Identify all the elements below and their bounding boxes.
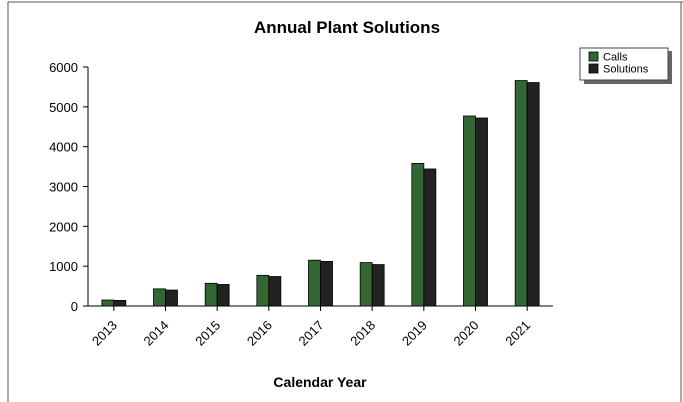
bar-calls-2018 [359,262,373,307]
bar-solutions-2016 [268,276,282,307]
y-tick-label: 1000 [49,259,78,274]
bar-calls-2014 [153,288,166,307]
bar-calls-2016 [256,274,270,307]
y-tick-label: 4000 [49,140,78,155]
x-tick-label: 2014 [141,318,172,349]
legend-label-solutions: Solutions [603,64,649,76]
bar-solutions-2013 [113,300,127,307]
plot-area: 0 1000 2000 3000 4000 5000 6000 2013 2014 2015 201… [49,60,553,349]
bar-solutions-2020 [475,117,488,307]
bar-calls-2019 [411,162,425,307]
chart-title: Annual Plant Solutions [254,18,440,37]
bar-solutions-2015 [216,284,230,307]
bar-solutions-2019 [423,168,437,307]
x-tick-label: 2015 [192,318,223,349]
x-tick-label: 2017 [296,318,327,349]
bar-solutions-2021 [526,82,540,307]
x-axis-title: Calendar Year [273,374,367,390]
bar-calls-2013 [101,299,115,307]
x-tick-label: 2013 [89,318,120,349]
y-tick-label: 5000 [49,100,78,115]
bar-solutions-2014 [165,289,178,307]
x-tick-label: 2019 [399,318,430,349]
x-tick-label: 2016 [244,318,275,349]
legend-swatch-solutions [588,63,599,74]
y-tick-label: 6000 [49,60,78,75]
y-tick-label: 0 [71,299,78,314]
legend-swatch-calls [588,51,599,62]
bar-solutions-2018 [371,264,385,307]
bar-solutions-2017 [320,260,333,307]
x-tick-label: 2020 [451,318,482,349]
y-tick-label: 3000 [49,180,78,195]
y-tick-label: 2000 [49,219,78,234]
legend-label-calls: Calls [603,52,628,64]
bar-calls-2015 [204,282,218,307]
bar-calls-2020 [463,115,476,307]
x-tick-label: 2021 [502,318,533,349]
bar-calls-2021 [514,80,528,307]
bar-calls-2017 [308,259,321,307]
x-tick-label: 2018 [347,318,378,349]
